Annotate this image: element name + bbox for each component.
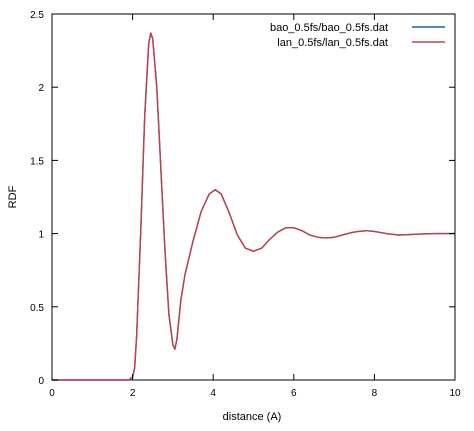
y-tick-label: 0 — [38, 376, 44, 387]
legend-label-2: lan_0.5fs/lan_0.5fs.dat — [277, 37, 388, 49]
x-tick-label: 8 — [372, 388, 378, 399]
y-axis-title: RDF — [7, 185, 19, 208]
axis-ticks: 0 2 4 6 8 10 0 0.5 1 1.5 2 2.5 — [30, 10, 461, 399]
plot-frame — [51, 13, 456, 381]
y-tick-label: 1.5 — [30, 156, 44, 167]
plot-area — [51, 13, 456, 381]
legend: bao_0.5fs/bao_0.5fs.dat lan_0.5fs/lan_0.5… — [270, 22, 445, 49]
x-tick-label: 10 — [449, 388, 461, 399]
legend-label-1: bao_0.5fs/bao_0.5fs.dat — [270, 22, 388, 34]
x-axis-title: distance (A) — [223, 411, 282, 423]
x-tick-label: 2 — [130, 388, 136, 399]
y-tick-label: 2.5 — [30, 10, 44, 21]
y-tick-label: 0.5 — [30, 303, 44, 314]
x-tick-label: 0 — [49, 388, 55, 399]
x-tick-label: 6 — [291, 388, 297, 399]
y-tick-label: 1 — [38, 230, 44, 241]
x-tick-label: 4 — [210, 388, 216, 399]
y-tick-label: 2 — [38, 83, 44, 94]
series-line-2 — [52, 32, 455, 381]
